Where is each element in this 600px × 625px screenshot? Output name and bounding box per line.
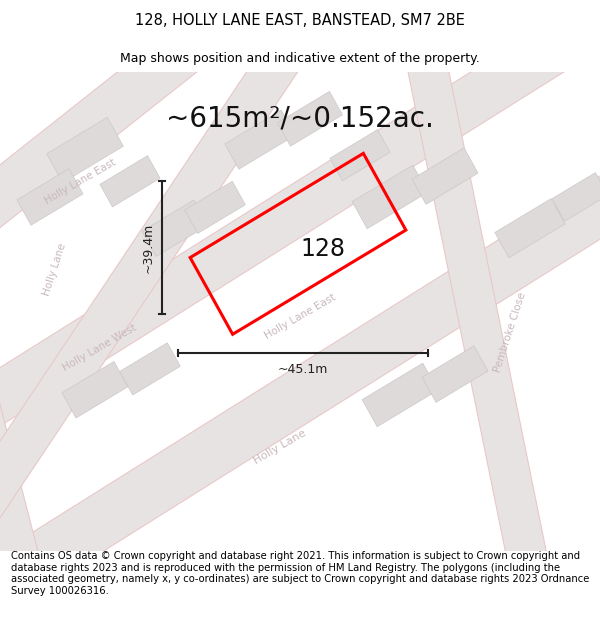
Polygon shape (495, 199, 565, 258)
Text: Holly Lane West: Holly Lane West (61, 323, 139, 373)
Polygon shape (330, 129, 390, 181)
Text: 128: 128 (301, 237, 346, 261)
Polygon shape (0, 18, 317, 522)
Polygon shape (412, 148, 478, 204)
Polygon shape (422, 346, 488, 403)
Text: ~39.4m: ~39.4m (142, 222, 155, 272)
Polygon shape (119, 343, 181, 395)
Polygon shape (62, 361, 128, 418)
Text: Holly Lane East: Holly Lane East (263, 292, 337, 341)
Polygon shape (400, 26, 550, 576)
Polygon shape (225, 110, 295, 169)
Polygon shape (17, 169, 83, 225)
Polygon shape (0, 0, 600, 469)
Text: ~615m²/~0.152ac.: ~615m²/~0.152ac. (166, 105, 434, 132)
Text: Holly Lane: Holly Lane (42, 242, 68, 298)
Text: 128, HOLLY LANE EAST, BANSTEAD, SM7 2BE: 128, HOLLY LANE EAST, BANSTEAD, SM7 2BE (135, 13, 465, 28)
Text: Holly Lane East: Holly Lane East (43, 157, 118, 206)
Polygon shape (352, 165, 428, 229)
Text: Pembroke Close: Pembroke Close (493, 291, 527, 374)
Polygon shape (278, 91, 343, 146)
Polygon shape (142, 200, 208, 256)
Text: Holly Lane: Holly Lane (252, 428, 308, 466)
Text: ~45.1m: ~45.1m (278, 363, 328, 376)
Polygon shape (362, 363, 438, 427)
Polygon shape (552, 173, 600, 221)
Text: Contains OS data © Crown copyright and database right 2021. This information is : Contains OS data © Crown copyright and d… (11, 551, 589, 596)
Polygon shape (185, 181, 245, 233)
Polygon shape (0, 0, 515, 279)
Polygon shape (47, 118, 124, 182)
Polygon shape (100, 156, 160, 207)
Polygon shape (0, 122, 600, 625)
Polygon shape (0, 24, 42, 578)
Text: Map shows position and indicative extent of the property.: Map shows position and indicative extent… (120, 52, 480, 65)
